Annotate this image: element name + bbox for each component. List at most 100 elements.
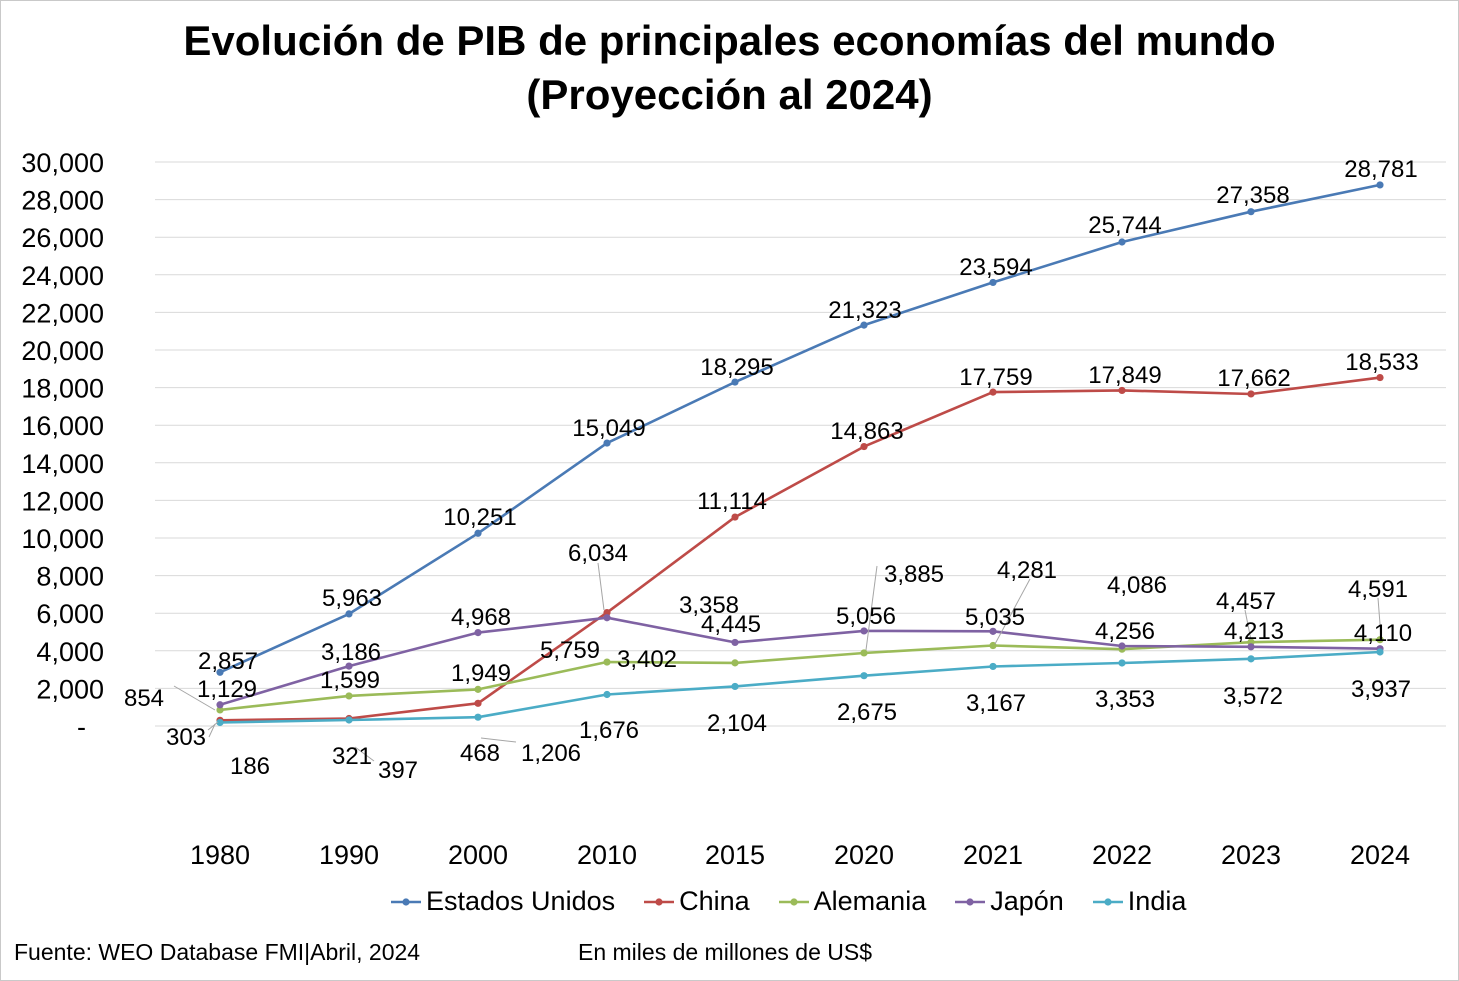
data-point [860,321,868,329]
data-label: 4,445 [701,611,761,638]
y-tick-label: 8,000 [36,562,104,592]
data-label: 2,104 [707,710,767,737]
y-tick-label: 2,000 [36,674,104,704]
leader-line [173,685,216,711]
leader-line [597,562,605,611]
data-point [1118,386,1126,395]
data-label: 3,186 [321,639,381,666]
data-point [474,529,482,537]
data-label: 3,167 [966,690,1026,717]
data-label: 3,353 [1095,686,1155,713]
data-point [603,690,611,699]
data-label: 18,295 [700,354,773,381]
leader-line [1377,597,1382,638]
legend-swatch-icon [391,897,421,906]
y-tick-label: 16,000 [21,411,104,441]
data-point [731,682,739,691]
data-label: 21,323 [828,297,901,324]
y-tick-label: 14,000 [21,449,104,479]
data-point [989,388,997,396]
data-label: 10,251 [443,504,516,531]
leader-line [865,565,878,651]
data-point [989,278,997,287]
data-point [989,627,997,635]
data-label: 303 [166,724,206,751]
data-point [1376,373,1384,382]
data-label: 4,591 [1348,576,1408,603]
y-tick-label: 24,000 [21,261,104,291]
data-point [603,614,611,622]
data-label: 2,857 [198,648,258,675]
x-tick-label: 2020 [834,840,894,870]
data-point [1247,643,1255,651]
data-label: 25,744 [1088,212,1161,239]
data-point [474,685,482,693]
data-point [860,649,868,657]
leader-line [1244,609,1252,641]
data-point [474,629,482,637]
data-point [345,662,353,670]
legend-swatch-icon [644,897,675,906]
data-point [731,378,739,386]
data-point [860,627,868,635]
data-label: 468 [460,740,500,767]
legend-item: Estados Unidos [390,886,615,917]
data-point [345,610,353,618]
data-point [1118,238,1126,246]
data-label: 15,049 [572,415,645,442]
data-point [1247,655,1255,663]
legend-label: Japón [990,886,1064,916]
data-point [1376,181,1384,189]
series-line [219,616,1381,707]
leader-line [354,746,375,762]
data-label: 4,110 [1354,620,1412,647]
leader-line [207,721,219,731]
data-point [345,716,353,724]
x-tick-label: 2000 [448,840,508,870]
data-label: 1,949 [451,660,511,687]
legend-item: Alemania [778,886,926,917]
data-label: 5,963 [322,585,382,612]
legend-label: Estados Unidos [426,886,616,916]
data-label: 4,457 [1216,588,1276,615]
data-label: 3,937 [1351,676,1411,703]
leader-line [994,578,1031,645]
data-label: 18,533 [1345,349,1418,376]
x-tick-label: 2021 [963,840,1023,870]
data-label: 397 [378,757,418,784]
data-labels: 2,857 5,963 10,251 15,049 18,295 21,323 23,594… [124,156,1419,784]
y-tick-label: 18,000 [21,374,104,404]
x-tick-label: 2024 [1350,840,1410,870]
chart-subtitle: (Proyección al 2024) [526,71,933,118]
leader-line [208,723,216,738]
data-label: 186 [230,753,270,780]
data-point [345,692,353,700]
x-tick-label: 1990 [319,840,379,870]
data-point [216,706,224,714]
data-label: 6,034 [568,540,628,567]
data-label: 4,213 [1224,618,1284,645]
y-tick-label: 28,000 [21,186,104,216]
series-line [219,183,1381,674]
y-tick-label: 12,000 [21,486,104,516]
series-line [219,638,1381,712]
y-tick-label: 10,000 [21,524,104,554]
data-label: 17,759 [959,364,1032,391]
legend-item: China [643,886,750,917]
data-point [989,662,997,671]
data-label: 5,035 [965,604,1025,631]
data-label: 3,572 [1223,683,1283,710]
data-label: 4,086 [1107,572,1167,599]
y-tick-label: 26,000 [21,223,104,253]
data-label: 3,402 [617,646,677,673]
chart-title-line1: Evolución de PIB de principales economía… [183,17,1276,64]
data-point [860,672,868,680]
data-label: 4,968 [451,604,511,631]
data-point [474,713,482,721]
x-tick-label: 2010 [577,840,637,870]
data-label: 4,256 [1095,618,1155,645]
x-tick-label: 2022 [1092,840,1152,870]
data-point [1118,659,1126,667]
